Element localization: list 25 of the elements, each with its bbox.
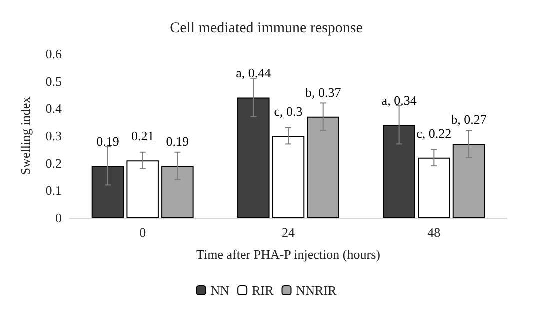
x-tick-label: 0 (140, 225, 146, 240)
y-tick-label: 0.5 (46, 74, 62, 89)
x-axis-title: Time after PHA-P injection (hours) (196, 247, 380, 262)
y-tick-label: 0.1 (46, 183, 62, 198)
data-label: c, 0.3 (274, 104, 303, 119)
x-tick-label: 48 (428, 225, 441, 240)
data-label: a, 0.34 (382, 93, 418, 108)
legend-label: RIR (252, 283, 274, 298)
y-tick-label: 0.2 (46, 156, 62, 171)
y-tick-label: 0 (56, 210, 62, 226)
data-label: c, 0.22 (416, 126, 452, 141)
data-label: 0.19 (96, 134, 120, 150)
chart-title: Cell mediated immune response (170, 20, 364, 36)
y-axis-title: Swelling index (18, 96, 33, 176)
legend-label: NN (210, 283, 230, 298)
data-label: 0.21 (131, 128, 154, 144)
data-label: b, 0.37 (305, 84, 342, 100)
data-label: 0.19 (166, 134, 190, 150)
y-tick-label: 0.3 (46, 128, 62, 144)
y-tick-label: 0.6 (46, 46, 62, 62)
data-label: b, 0.27 (451, 112, 488, 128)
y-tick-label: 0.4 (46, 101, 62, 116)
x-tick-label: 24 (282, 225, 296, 240)
legend-label: NNRIR (296, 283, 338, 298)
data-label: a, 0.44 (236, 66, 272, 81)
